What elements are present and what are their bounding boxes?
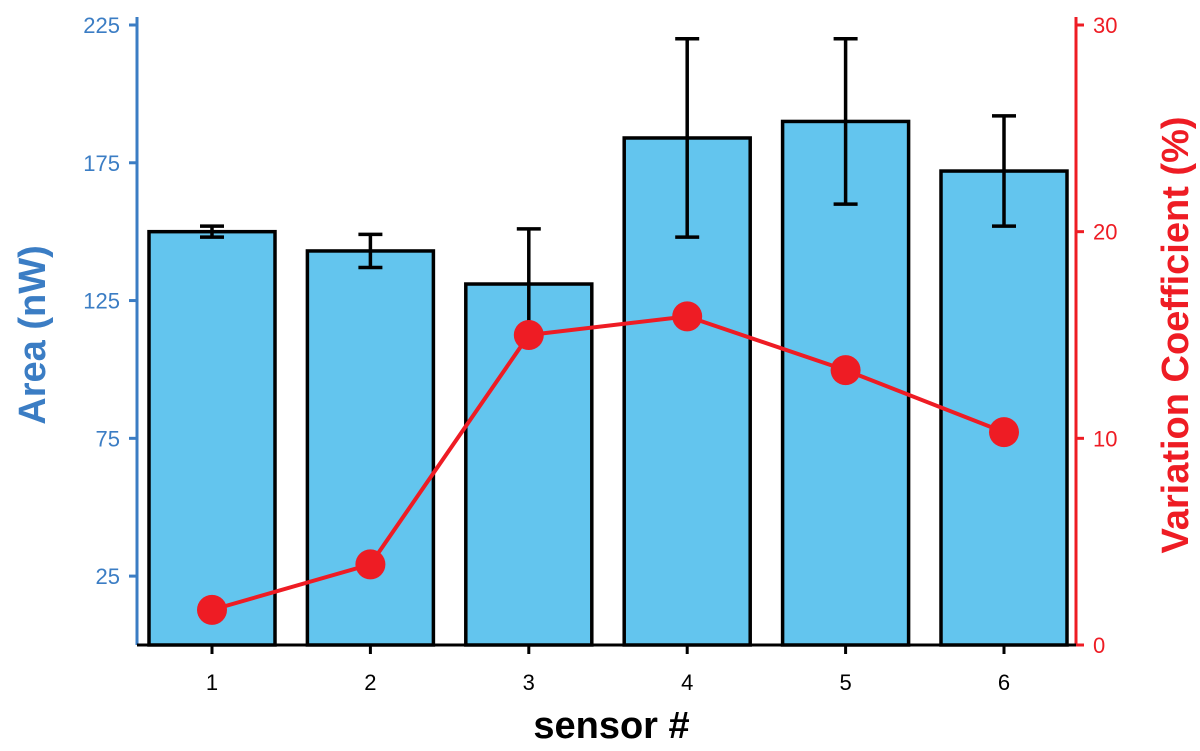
x-axis-title: sensor # <box>533 705 689 747</box>
bar-sensor-2 <box>305 249 436 647</box>
variation-point-sensor-6 <box>989 417 1019 448</box>
bar-sensor-1 <box>147 229 277 647</box>
left-tick-label: 25 <box>96 564 120 589</box>
variation-point-sensor-1 <box>197 594 227 625</box>
right-tick-label: 0 <box>1093 633 1105 658</box>
left-axis-title: Area (nW) <box>12 245 54 424</box>
right-tick-label: 30 <box>1093 13 1117 38</box>
left-tick-label: 125 <box>83 289 120 314</box>
left-tick-label: 75 <box>96 426 120 451</box>
x-tick-label: 4 <box>681 670 693 695</box>
left-tick-label: 175 <box>83 151 120 176</box>
error-bar-sensor-2 <box>358 232 383 270</box>
error-bar-sensor-1 <box>200 224 224 239</box>
variation-point-sensor-4 <box>672 301 703 332</box>
error-bar-sensor-5 <box>833 37 858 206</box>
error-bar-sensor-6 <box>992 114 1016 228</box>
variation-point-sensor-2 <box>355 549 386 580</box>
variation-coefficient-line <box>211 314 1005 612</box>
left-tick-label: 225 <box>83 13 120 38</box>
right-tick-label: 10 <box>1093 426 1117 451</box>
error-bar-sensor-4 <box>675 37 700 239</box>
x-tick-label: 6 <box>998 670 1010 695</box>
x-tick-label: 5 <box>839 670 851 695</box>
variation-point-sensor-3 <box>513 320 544 350</box>
x-tick-label: 2 <box>364 670 376 695</box>
right-axis-title: Variation Coefficient (%) <box>1155 116 1197 553</box>
bar-sensor-6 <box>939 169 1069 647</box>
right-tick-label: 20 <box>1093 220 1117 245</box>
variation-point-sensor-5 <box>830 355 861 386</box>
x-tick-label: 3 <box>523 670 535 695</box>
x-tick-label: 1 <box>206 670 218 695</box>
